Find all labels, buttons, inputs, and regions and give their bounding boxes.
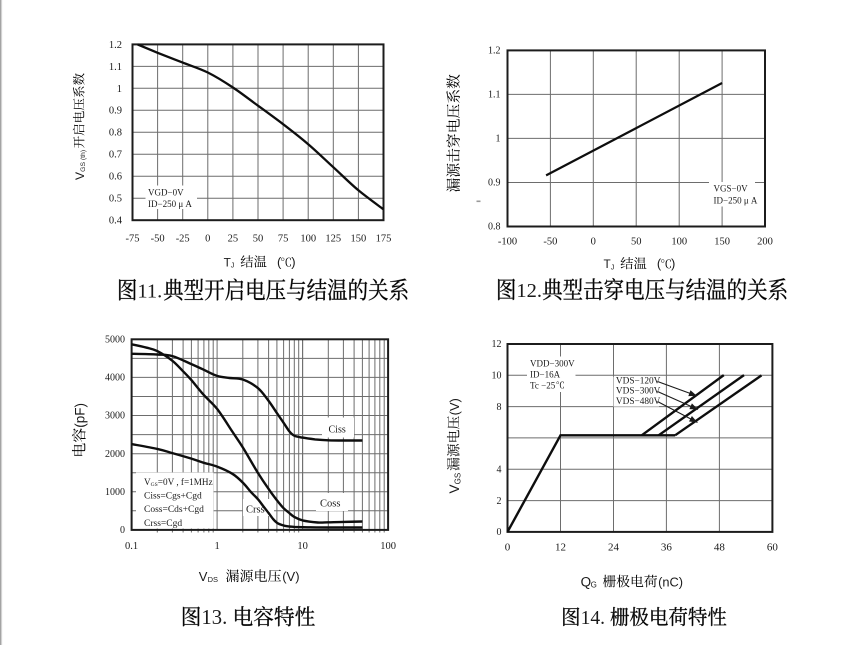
svg-text:(V): (V) (282, 569, 299, 584)
svg-text:1.1: 1.1 (488, 90, 501, 101)
svg-text:VDS−300V: VDS−300V (616, 387, 661, 397)
svg-text:1.2: 1.2 (488, 46, 501, 57)
svg-text:1: 1 (117, 84, 122, 95)
svg-text:50: 50 (631, 237, 642, 248)
svg-text:Tc −25: Tc −25 (530, 380, 556, 390)
svg-text:8: 8 (497, 402, 502, 413)
svg-text:): ) (671, 256, 675, 271)
svg-text:24: 24 (608, 541, 620, 553)
svg-text:VGS−0V: VGS−0V (714, 184, 749, 194)
svg-text:14.: 14. (581, 608, 605, 629)
svg-text:10: 10 (492, 371, 502, 382)
svg-text:0: 0 (591, 237, 596, 248)
svg-text:150: 150 (714, 237, 730, 248)
svg-text:VDS−120V: VDS−120V (616, 376, 661, 386)
svg-text:GS: GS (454, 473, 463, 485)
svg-text:Crss=Cgd: Crss=Cgd (144, 519, 182, 529)
svg-text:12: 12 (555, 541, 566, 553)
svg-text:5000: 5000 (105, 335, 125, 346)
svg-text:12.: 12. (516, 280, 542, 302)
svg-text:200: 200 (757, 237, 773, 248)
svg-text:Crss: Crss (246, 505, 265, 516)
svg-text:-75: -75 (126, 234, 140, 245)
svg-text:-100: -100 (498, 237, 517, 248)
svg-text:J: J (611, 264, 615, 271)
svg-text:Ciss=Cgs+Cgd: Ciss=Cgs+Cgd (144, 492, 202, 502)
svg-text:48: 48 (714, 541, 726, 553)
svg-text:0: 0 (205, 234, 210, 245)
svg-text:J: J (231, 263, 235, 270)
svg-text:(V): (V) (447, 398, 462, 415)
svg-text:4: 4 (497, 465, 502, 476)
svg-text:0.4: 0.4 (109, 216, 123, 227)
svg-text:0: 0 (497, 527, 502, 538)
svg-text:VDD−300V: VDD−300V (530, 359, 575, 369)
svg-text:1.1: 1.1 (109, 62, 122, 73)
svg-text:V: V (73, 172, 87, 180)
svg-text:150: 150 (351, 234, 367, 245)
svg-text:(: ( (657, 256, 662, 271)
svg-text:0.8: 0.8 (488, 222, 501, 233)
svg-text:GS (th): GS (th) (80, 150, 87, 172)
svg-text:0.6: 0.6 (109, 172, 122, 183)
svg-text:0.5: 0.5 (109, 194, 122, 205)
svg-text:VDS−480V: VDS−480V (616, 397, 661, 407)
svg-text:V: V (199, 569, 208, 584)
svg-text:0.1: 0.1 (125, 541, 138, 552)
svg-text:100: 100 (671, 237, 687, 248)
svg-text:ID−250 μ A: ID−250 μ A (148, 199, 192, 209)
svg-text:T: T (224, 256, 231, 270)
svg-text:25: 25 (228, 234, 239, 245)
svg-text:G: G (591, 580, 597, 589)
svg-text:ID−16A: ID−16A (530, 370, 561, 380)
svg-text:50: 50 (253, 234, 264, 245)
svg-text:Coss: Coss (320, 499, 340, 510)
svg-text:10: 10 (297, 541, 308, 552)
svg-text:Ciss: Ciss (329, 425, 346, 436)
svg-text:GS: GS (151, 482, 158, 488)
svg-text:(nC): (nC) (658, 574, 683, 589)
svg-text:12: 12 (492, 339, 502, 350)
svg-text:T: T (604, 257, 611, 271)
svg-text:0.9: 0.9 (488, 178, 501, 189)
svg-text:V: V (144, 477, 151, 487)
svg-text:-50: -50 (151, 234, 165, 245)
svg-text:100: 100 (300, 234, 316, 245)
svg-text:): ) (291, 255, 295, 270)
svg-text:1.2: 1.2 (109, 40, 122, 51)
svg-text:ID−250 μ A: ID−250 μ A (714, 196, 758, 206)
svg-text:100: 100 (380, 541, 396, 552)
svg-text:VGD−0V: VGD−0V (148, 188, 184, 198)
svg-text:=0V , f=1MHz: =0V , f=1MHz (158, 477, 213, 487)
svg-text:3000: 3000 (105, 411, 125, 422)
svg-text:2000: 2000 (105, 449, 125, 460)
svg-text:0.9: 0.9 (109, 106, 122, 117)
svg-text:-50: -50 (543, 237, 557, 248)
svg-text:(: ( (277, 255, 282, 270)
svg-text:-25: -25 (176, 234, 190, 245)
svg-text:36: 36 (661, 541, 673, 553)
svg-text:1: 1 (496, 134, 501, 145)
svg-text:Q: Q (581, 574, 592, 589)
svg-text:1000: 1000 (105, 487, 125, 498)
svg-text:V: V (447, 484, 462, 493)
svg-text:4000: 4000 (105, 373, 125, 384)
svg-text:0: 0 (120, 525, 125, 536)
svg-text:13.: 13. (201, 607, 227, 629)
svg-text:125: 125 (325, 234, 341, 245)
svg-text:0.7: 0.7 (109, 150, 122, 161)
svg-text:DS: DS (208, 575, 218, 584)
svg-text:2: 2 (497, 496, 502, 507)
svg-text:Coss=Cds+Cgd: Coss=Cds+Cgd (144, 505, 204, 515)
svg-text:11.: 11. (137, 280, 162, 302)
svg-text:60: 60 (767, 541, 779, 553)
svg-text:0: 0 (505, 541, 511, 553)
svg-text:(pF): (pF) (73, 403, 88, 428)
svg-text:0.8: 0.8 (109, 128, 122, 139)
svg-text:75: 75 (278, 234, 289, 245)
svg-text:175: 175 (376, 234, 392, 245)
svg-text:1: 1 (214, 541, 219, 552)
